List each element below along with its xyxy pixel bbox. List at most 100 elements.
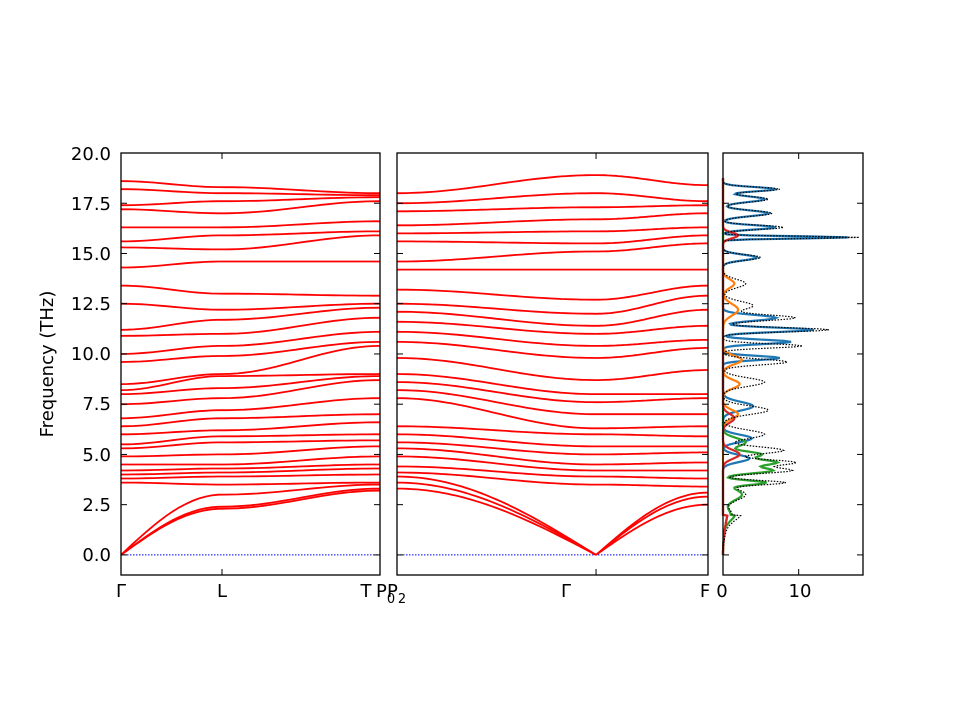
phonon-band <box>397 341 597 359</box>
x-tick-labels-2: P0 P2 Γ F <box>376 581 710 607</box>
x-tick-label-f: F <box>700 581 710 602</box>
phonon-band <box>397 441 596 456</box>
phonon-band <box>596 461 708 466</box>
x-tick-label-l: L <box>217 581 227 602</box>
x-tick-label-gamma: Γ <box>116 581 126 602</box>
phonon-band <box>120 180 380 195</box>
band-panel-2 <box>396 152 709 576</box>
dos-tick-label-0: 0 <box>716 581 727 602</box>
phonon-band <box>397 425 596 436</box>
phonon-band <box>396 475 597 556</box>
phonon-band <box>397 310 596 327</box>
dos-panel <box>721 152 864 576</box>
y-tick-label: 2.5 <box>82 495 111 516</box>
phonon-band <box>121 220 380 229</box>
phonon-band <box>120 483 380 556</box>
p0-base: P <box>376 581 387 602</box>
phonon-band <box>596 397 708 404</box>
phonon-band <box>120 284 380 297</box>
phonon-band <box>120 234 380 251</box>
y-tick-label: 12.5 <box>71 294 111 315</box>
phonon-band <box>596 204 709 209</box>
y-tick-label: 10.0 <box>71 344 111 365</box>
phonon-band <box>596 369 708 381</box>
phonon-band <box>121 455 381 466</box>
y-tick-label: 17.5 <box>71 194 111 215</box>
phonon-band <box>396 433 596 448</box>
panel-3-frame <box>722 152 864 576</box>
phonon-band <box>121 196 380 207</box>
phonon-band <box>120 379 381 406</box>
x-tick-labels-1: Γ L T <box>116 581 373 602</box>
x-tick-labels-dos: 0 10 <box>716 581 811 602</box>
phonon-band <box>596 339 708 347</box>
p0-subscript: 0 <box>387 592 395 607</box>
phonon-band <box>397 447 596 466</box>
phonon-band <box>121 188 380 197</box>
phonon-band <box>397 465 596 478</box>
phonon-band <box>120 345 381 385</box>
phonon-band <box>397 302 597 315</box>
phonon-band <box>121 200 381 215</box>
y-tick-label: 0.0 <box>82 545 111 566</box>
phonon-band <box>121 445 380 458</box>
phonon-band <box>397 397 596 430</box>
x-tick-label-gamma-2: Γ <box>561 581 571 602</box>
phonon-band <box>397 230 596 235</box>
phonon-band <box>596 242 708 253</box>
phonon-band <box>595 294 708 315</box>
y-tick-label: 7.5 <box>82 394 111 415</box>
phonon-band <box>396 373 596 395</box>
phonon-band <box>397 481 597 556</box>
phonon-band <box>120 316 380 337</box>
phonon-band <box>596 433 708 438</box>
phonon-band <box>120 302 380 311</box>
phonon-band <box>120 341 381 363</box>
phonon-band <box>120 487 381 556</box>
phonon-band <box>596 308 709 327</box>
p2-subscript: 2 <box>398 592 406 607</box>
phonon-band <box>596 234 708 245</box>
phonon-band <box>396 330 596 347</box>
phonon-band <box>120 373 381 391</box>
phonon-band <box>397 487 597 556</box>
dos-tick-label-10: 10 <box>789 581 812 602</box>
phonon-band <box>120 439 380 450</box>
x-tick-label-p2: P2 <box>387 581 406 607</box>
phonon-band <box>120 489 381 556</box>
phonon-band <box>397 357 597 381</box>
phonon-band <box>396 389 596 416</box>
phonon-band <box>121 230 380 243</box>
phonon-band <box>120 433 380 446</box>
phonon-band <box>397 320 597 335</box>
phonon-band <box>121 473 380 480</box>
phonon-band <box>596 347 708 359</box>
y-tick-labels: 0.0 2.5 5.0 7.5 10.0 12.5 15.0 17.5 20.0 <box>71 144 111 566</box>
phonon-band <box>397 218 596 227</box>
phonon-band <box>596 451 708 456</box>
phonon-band <box>121 481 380 486</box>
phonon-band <box>397 381 597 404</box>
phonon-band <box>121 463 380 472</box>
phonon-band <box>397 174 596 195</box>
phonon-band <box>397 471 596 486</box>
phonon-band <box>596 192 708 203</box>
phonon-band <box>120 397 380 420</box>
panel-2-frame <box>396 152 709 576</box>
phonon-band <box>121 421 380 436</box>
phonon-band <box>596 174 709 187</box>
phonon-band <box>596 483 708 488</box>
phonon-band <box>397 240 596 245</box>
band-panel-1 <box>120 152 381 576</box>
phonon-band <box>120 306 381 331</box>
phonon-band <box>397 206 596 213</box>
y-tick-label: 20.0 <box>71 144 111 165</box>
x-tick-label-p0: P0 <box>376 581 395 607</box>
phonon-band <box>596 425 708 430</box>
phonon-band <box>121 467 380 476</box>
phonon-band <box>596 226 708 233</box>
phonon-band <box>596 475 708 480</box>
y-tick-label: 5.0 <box>82 445 111 466</box>
phonon-band <box>596 212 708 221</box>
